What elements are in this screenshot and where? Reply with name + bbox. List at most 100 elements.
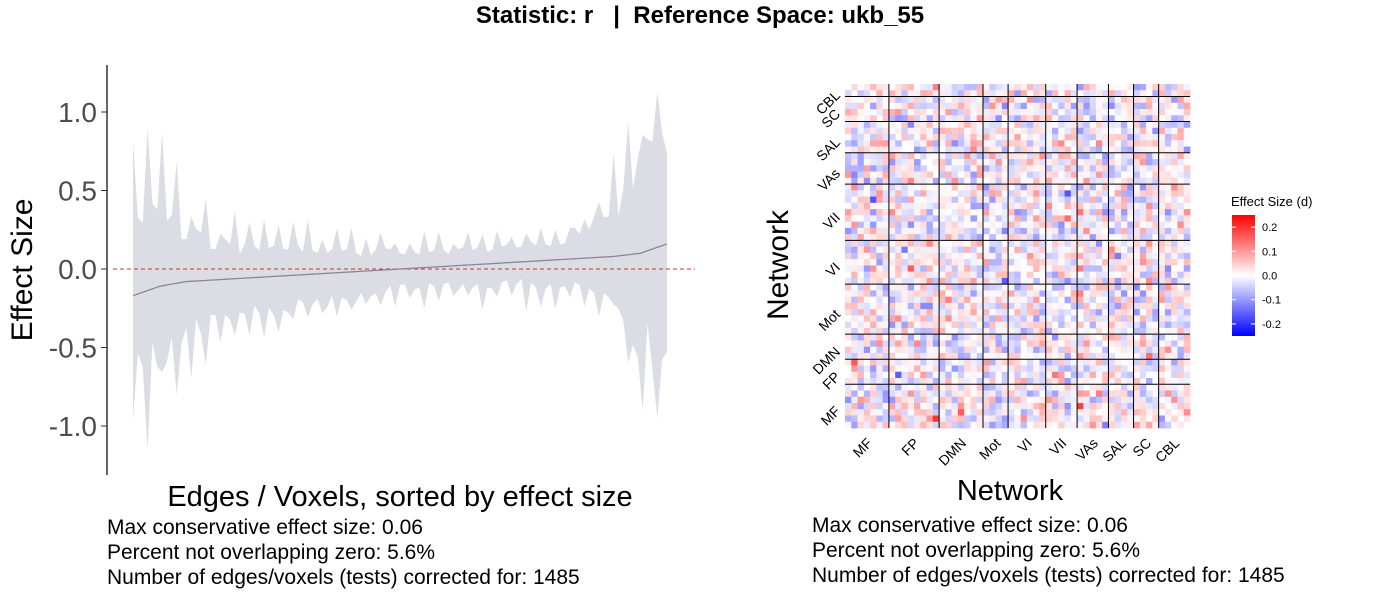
heatmap-cell: [1171, 421, 1178, 429]
heatmap-cell: [1008, 134, 1015, 141]
heatmap-cell: [1026, 140, 1034, 147]
heatmap-cell: [907, 159, 915, 166]
heatmap-cell: [1077, 127, 1084, 135]
legend-tick-label: -0.2: [1262, 319, 1281, 331]
heatmap-cell: [951, 315, 959, 323]
heatmap-cell: [1152, 196, 1160, 204]
heatmap-cell: [1089, 221, 1097, 229]
right-stat-max-effect: Max conservative effect size: 0.06: [812, 514, 1128, 537]
heatmap-cell: [1045, 134, 1053, 141]
heatmap-cell: [1095, 96, 1103, 104]
heatmap-cell: [920, 315, 927, 323]
heatmap-cell: [1121, 246, 1128, 254]
heatmap-cell: [1083, 177, 1091, 185]
heatmap-cell: [1183, 359, 1191, 366]
heatmap-cell: [1014, 309, 1022, 316]
heatmap-cell: [1001, 159, 1009, 166]
heatmap-cell: [939, 259, 946, 266]
heatmap-cell: [870, 140, 877, 147]
heatmap-cell: [1064, 246, 1072, 254]
heatmap-cell: [1020, 221, 1028, 229]
heatmap-cell: [914, 396, 921, 404]
heatmap-cell: [1127, 384, 1134, 391]
heatmap-cell: [926, 84, 934, 91]
heatmap-cell: [1133, 359, 1141, 366]
heatmap-cell: [1089, 377, 1097, 385]
heatmap-cell: [1102, 202, 1109, 210]
heatmap-cell: [1139, 402, 1147, 410]
heatmap-cell: [1133, 152, 1141, 160]
heatmap-cell: [1108, 271, 1116, 279]
heatmap-cell: [1095, 234, 1103, 241]
heatmap-cell: [863, 309, 871, 316]
heatmap-cell: [1158, 159, 1166, 166]
heatmap-cell: [851, 396, 858, 404]
heatmap-cell: [1083, 109, 1091, 116]
heatmap-cell: [1102, 140, 1109, 147]
heatmap-cell: [1139, 127, 1147, 135]
heatmap-cell: [983, 327, 990, 335]
heatmap-cell: [1052, 315, 1059, 323]
heatmap-cell: [1014, 421, 1022, 429]
heatmap-cell: [1183, 384, 1191, 391]
heatmap-cell: [1052, 402, 1059, 410]
heatmap-cell: [870, 377, 877, 385]
heatmap-cell: [851, 134, 858, 141]
heatmap-cell: [1102, 127, 1109, 135]
heatmap-cell: [1014, 234, 1022, 241]
heatmap-cell: [1152, 102, 1160, 110]
heatmap-cell: [920, 209, 927, 216]
heatmap-cell: [964, 309, 971, 316]
heatmap-cell: [1058, 277, 1065, 285]
heatmap-cell: [951, 384, 959, 391]
heatmap-cell: [964, 221, 971, 229]
heatmap-cell: [995, 171, 1003, 179]
heatmap-cell: [1171, 365, 1178, 373]
network-x-label: SC: [1129, 435, 1154, 460]
heatmap-cell: [1052, 415, 1059, 423]
heatmap-cell: [1152, 296, 1160, 304]
heatmap-cell: [976, 284, 984, 291]
heatmap-cell: [1158, 346, 1166, 354]
heatmap-cell: [1121, 102, 1128, 110]
heatmap-cell: [957, 140, 965, 147]
heatmap-cell: [945, 115, 953, 122]
heatmap-cell: [1052, 277, 1059, 285]
heatmap-cell: [863, 134, 871, 141]
heatmap-cell: [1089, 152, 1097, 160]
heatmap-cell: [989, 252, 996, 260]
heatmap-cell: [1127, 252, 1134, 260]
heatmap-cell: [995, 277, 1003, 285]
heatmap-cell: [1070, 327, 1078, 335]
heatmap-cell: [901, 340, 909, 348]
heatmap-cell: [1008, 390, 1015, 398]
heatmap-cell: [1133, 402, 1141, 410]
network-y-label: VAs: [814, 165, 843, 194]
heatmap-cell: [1026, 165, 1034, 172]
heatmap-cell: [995, 209, 1003, 216]
heatmap-cell: [876, 190, 884, 197]
heatmap-cell: [901, 115, 909, 122]
heatmap-cell: [970, 390, 978, 398]
heatmap-cell: [845, 277, 852, 285]
heatmap-cell: [1183, 109, 1191, 116]
heatmap-cell: [870, 415, 877, 423]
heatmap-cell: [1164, 246, 1172, 254]
confidence-band: [133, 91, 667, 450]
heatmap-cell: [851, 96, 858, 104]
heatmap-cell: [1108, 209, 1116, 216]
heatmap-cell: [851, 109, 858, 116]
heatmap-cell: [932, 346, 940, 354]
heatmap-cell: [870, 265, 877, 273]
heatmap-cell: [1001, 271, 1009, 279]
heatmap-cell: [1089, 421, 1097, 429]
heatmap-cell: [901, 246, 909, 254]
heatmap-cell: [1077, 371, 1084, 379]
heatmap-cell: [920, 390, 927, 398]
heatmap-cell: [1102, 396, 1109, 404]
heatmap-cell: [1045, 321, 1053, 329]
heatmap-cell: [882, 115, 890, 122]
heatmap-cell: [1064, 415, 1072, 423]
heatmap-cell: [957, 246, 965, 254]
heatmap-cell: [1058, 365, 1065, 373]
